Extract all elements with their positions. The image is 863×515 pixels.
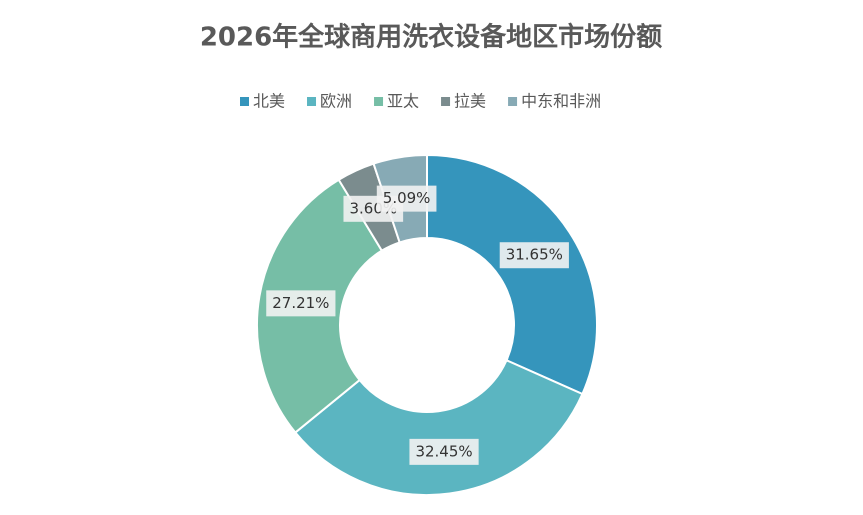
donut-slice (426, 153, 598, 396)
data-label-bg (376, 185, 437, 212)
legend-label: 拉美 (454, 92, 486, 111)
donut-slice (293, 358, 584, 496)
data-label: 31.65% (506, 246, 563, 264)
data-label: 5.09% (383, 189, 431, 207)
chart-title: 2026年全球商用洗衣设备地区市场份额 (200, 22, 662, 53)
legend-label: 中东和非洲 (521, 92, 601, 111)
data-label-bg (409, 438, 479, 465)
legend-swatch (441, 97, 451, 106)
data-label: 27.21% (272, 294, 329, 312)
legend-label: 欧洲 (320, 92, 352, 111)
data-label-bg (499, 242, 569, 269)
legend-swatch (307, 97, 317, 106)
legend-swatch (240, 97, 249, 106)
legend-label: 亚太 (387, 92, 419, 111)
data-label-bg (266, 290, 336, 317)
legend-swatch (508, 97, 518, 106)
legend-swatch (374, 97, 384, 106)
data-label: 32.45% (415, 442, 472, 460)
legend-label: 北美 (253, 92, 285, 111)
